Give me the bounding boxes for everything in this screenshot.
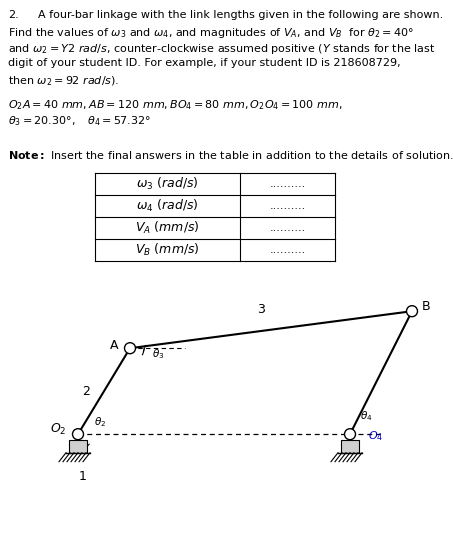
Text: $\theta_3 = 20.30°, \quad \theta_4 = 57.32°$: $\theta_3 = 20.30°, \quad \theta_4 = 57.…	[8, 114, 151, 128]
Text: A: A	[110, 338, 118, 352]
Text: ..........: ..........	[270, 223, 306, 233]
Text: $O_2A = 40\ mm, AB = 120\ mm, BO_4 = 80\ mm, O_2O_4 = 100\ mm,$: $O_2A = 40\ mm, AB = 120\ mm, BO_4 = 80\…	[8, 98, 342, 112]
Text: ..........: ..........	[270, 179, 306, 189]
Text: ..........: ..........	[270, 245, 306, 255]
Text: 1: 1	[79, 470, 87, 483]
Text: ..........: ..........	[270, 201, 306, 211]
Text: A four-bar linkage with the link lengths given in the following are shown.: A four-bar linkage with the link lengths…	[38, 10, 443, 20]
Circle shape	[344, 429, 356, 440]
Text: $\theta_2$: $\theta_2$	[94, 416, 106, 429]
Text: 2: 2	[82, 384, 90, 398]
Text: Find the values of $\omega_3$ and $\omega_4$, and magnitudes of $V_A$, and $V_B$: Find the values of $\omega_3$ and $\omeg…	[8, 26, 414, 40]
Bar	[69, 440, 87, 453]
Text: and $\omega_2 = Y2\ rad/s$, counter-clockwise assumed positive ($Y$ stands for t: and $\omega_2 = Y2\ rad/s$, counter-cloc…	[8, 42, 435, 56]
Text: digit of your student ID. For example, if your student ID is 218608729,: digit of your student ID. For example, i…	[8, 58, 400, 68]
Text: 2.: 2.	[8, 10, 19, 20]
Text: 3: 3	[257, 303, 265, 316]
Text: B: B	[422, 300, 430, 312]
Text: $\mathbf{Note:}$ Insert the final answers in the table in addition to the detail: $\mathbf{Note:}$ Insert the final answer…	[8, 149, 453, 161]
Text: $\theta_4$: $\theta_4$	[360, 409, 372, 423]
Text: $\omega_4\ \mathit{(rad/s)}$: $\omega_4\ \mathit{(rad/s)}$	[136, 198, 199, 214]
Circle shape	[72, 429, 83, 440]
Text: $\theta_3$: $\theta_3$	[152, 347, 164, 361]
Circle shape	[125, 343, 135, 353]
Text: $O_4$: $O_4$	[368, 429, 383, 443]
Text: $V_A\ \mathit{(mm/s)}$: $V_A\ \mathit{(mm/s)}$	[135, 220, 200, 236]
Text: then $\omega_2 = 92\ rad/s$).: then $\omega_2 = 92\ rad/s$).	[8, 74, 119, 88]
Text: $\omega_3\ \mathit{(rad/s)}$: $\omega_3\ \mathit{(rad/s)}$	[136, 176, 199, 192]
Circle shape	[406, 306, 418, 317]
Text: $V_B\ \mathit{(mm/s)}$: $V_B\ \mathit{(mm/s)}$	[135, 242, 200, 258]
Bar	[341, 440, 359, 453]
Text: $O_2$: $O_2$	[50, 422, 66, 437]
